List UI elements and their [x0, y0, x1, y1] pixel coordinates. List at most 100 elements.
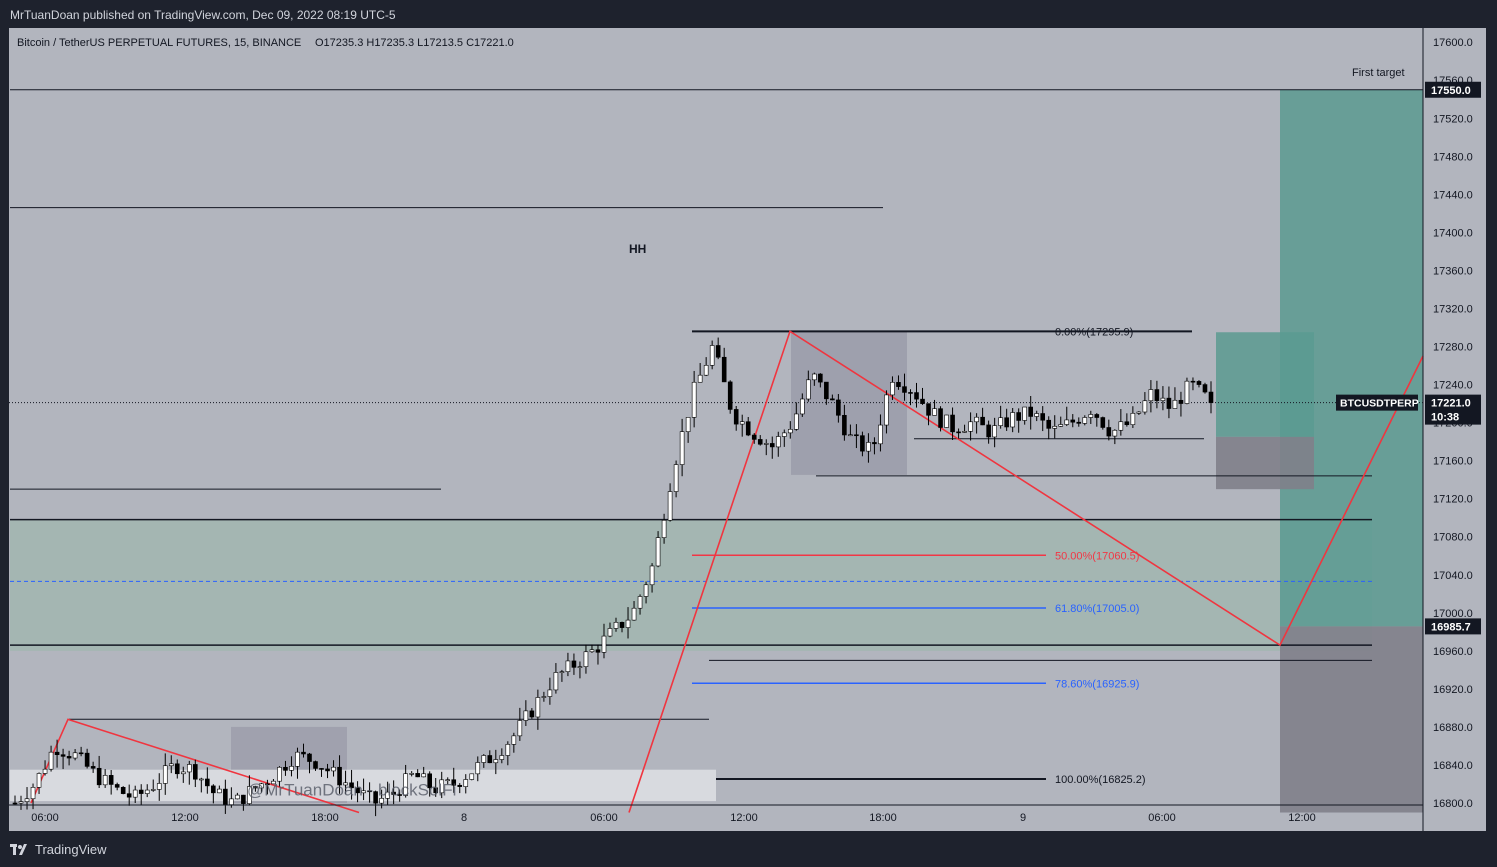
candle-body — [824, 381, 829, 400]
candle-body — [499, 755, 505, 760]
candle-body — [1130, 412, 1136, 425]
candle-body — [108, 775, 114, 785]
candle-body — [331, 766, 336, 772]
candle-body — [168, 763, 174, 767]
candle-body — [451, 779, 457, 786]
candle-body — [535, 697, 541, 718]
candle-body — [319, 768, 324, 770]
candle-body — [463, 779, 469, 787]
candle-body — [265, 783, 270, 786]
candle-body — [806, 379, 811, 400]
candle-body — [1160, 397, 1166, 401]
candle-body — [577, 666, 583, 668]
candle-body — [235, 794, 240, 800]
candle-body — [745, 421, 751, 436]
candle-body — [385, 791, 390, 799]
candle-body — [1016, 412, 1021, 421]
candle-body — [60, 754, 66, 757]
fib-level-label: 100.00%(16825.2) — [1055, 774, 1146, 786]
candle-body — [583, 651, 589, 667]
candle-body — [180, 771, 186, 775]
candle-body — [505, 744, 511, 756]
candle-body — [1070, 419, 1076, 423]
candle-body — [30, 787, 36, 800]
candle-body — [1118, 421, 1124, 431]
candle-body — [379, 798, 384, 804]
candle-body — [517, 720, 523, 737]
candle-body — [205, 778, 210, 787]
candle-body — [763, 443, 769, 445]
candle-body — [391, 791, 396, 795]
candle-body — [787, 428, 793, 434]
time-tick-label: 06:00 — [1148, 812, 1176, 824]
candle-body — [1208, 391, 1214, 403]
candle-body — [794, 413, 799, 430]
brand-label: TradingView — [35, 842, 107, 857]
candle-body — [174, 763, 180, 775]
candle-body — [589, 649, 595, 653]
candle-body — [439, 779, 445, 794]
candle-body — [836, 399, 841, 416]
candle-body — [625, 619, 631, 628]
candle-body — [1052, 425, 1058, 429]
fib-level-label: 50.00%(17060.5) — [1055, 550, 1139, 562]
publish-caption: MrTuanDoan published on TradingView.com,… — [10, 8, 396, 22]
candle-body — [511, 735, 517, 745]
first-target-label: First target — [1352, 67, 1405, 79]
price-tick-label: 17520.0 — [1433, 113, 1473, 125]
candle-body — [1046, 419, 1052, 429]
candle-body — [559, 671, 565, 673]
candle-body — [547, 689, 553, 697]
candle-body — [42, 768, 48, 774]
candle-body — [1004, 417, 1009, 428]
time-tick-label: 9 — [1020, 812, 1026, 824]
candle-body — [259, 783, 264, 789]
candle-body — [1022, 406, 1027, 421]
candle-body — [193, 764, 198, 780]
candle-body — [96, 767, 102, 786]
candle-body — [643, 584, 649, 597]
candle-body — [72, 752, 78, 759]
candle-body — [102, 775, 108, 786]
candle-body — [932, 408, 937, 416]
candle-body — [1040, 413, 1046, 421]
candle-body — [253, 786, 258, 789]
candle-body — [962, 430, 967, 433]
candle-body — [36, 773, 42, 788]
publish-header: MrTuanDoan published on TradingView.com,… — [0, 0, 1497, 28]
candle-body — [1142, 400, 1148, 413]
candle-body — [445, 779, 451, 782]
candle-body — [54, 751, 60, 755]
candle-body — [818, 373, 823, 383]
price-tick-label: 17120.0 — [1433, 494, 1473, 506]
price-tick-label: 17320.0 — [1433, 303, 1473, 315]
candle-body — [1088, 414, 1094, 418]
candle-body — [655, 537, 661, 567]
candle-body — [715, 345, 721, 358]
symbol-tag-label: BTCUSDTPERP — [1340, 398, 1419, 410]
candle-body — [595, 649, 601, 653]
price-tick-label: 17480.0 — [1433, 151, 1473, 163]
candle-body — [1034, 413, 1040, 417]
candle-body — [427, 773, 432, 789]
candle-body — [1154, 389, 1160, 401]
candle-body — [241, 794, 246, 804]
candle-body — [968, 421, 973, 432]
candle-body — [1148, 389, 1154, 402]
candle-body — [926, 403, 931, 416]
candle-body — [367, 790, 372, 793]
candle-body — [277, 766, 282, 782]
candlestick-chart[interactable]: 0.00%(17295.9) 50.00%(17060.5) 61.80%(1700… — [9, 28, 1486, 831]
candle-body — [667, 491, 673, 521]
price-tick-label: 16840.0 — [1433, 760, 1473, 772]
candle-body — [673, 464, 679, 492]
fib-level-label: 61.80%(17005.0) — [1055, 603, 1139, 615]
candle-body — [24, 798, 30, 802]
candle-body — [649, 565, 655, 586]
tradingview-brand[interactable]: TradingView — [10, 842, 107, 857]
candle-body — [739, 421, 745, 425]
time-tick-label: 12:00 — [730, 812, 758, 824]
candle-body — [848, 434, 853, 437]
candle-body — [223, 788, 228, 805]
candle-body — [998, 417, 1003, 426]
